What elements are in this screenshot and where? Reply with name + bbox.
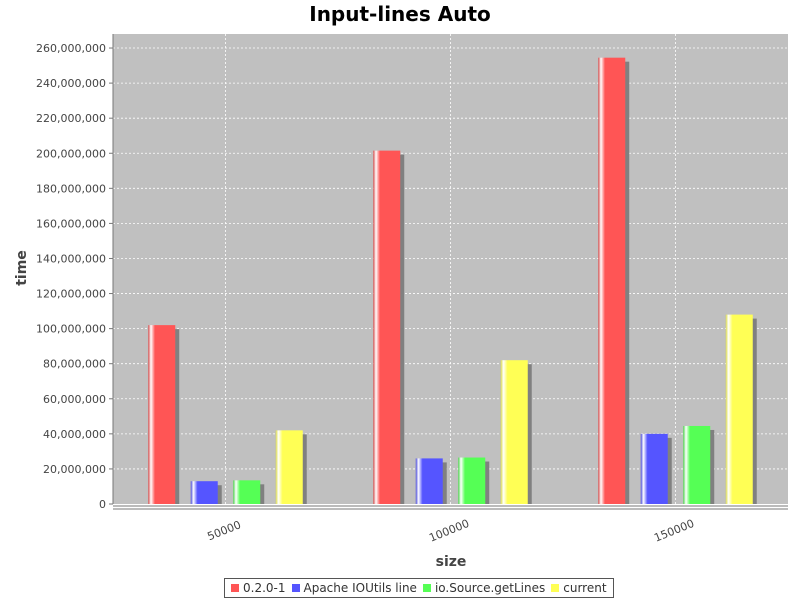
y-tick-label: 180,000,000	[36, 182, 106, 195]
x-tick-label: 50000	[206, 518, 243, 543]
y-axis-label: time	[14, 250, 30, 286]
y-tick-label: 240,000,000	[36, 77, 106, 90]
legend-label: current	[563, 581, 607, 595]
bar	[640, 433, 668, 504]
y-tick-label: 100,000,000	[36, 323, 106, 336]
y-tick-label: 20,000,000	[43, 463, 106, 476]
y-tick-label: 80,000,000	[43, 358, 106, 371]
y-tick-label: 260,000,000	[36, 42, 106, 55]
bar	[458, 457, 486, 504]
y-tick-label: 140,000,000	[36, 252, 106, 265]
legend-item: io.Source.getLines	[422, 581, 546, 595]
y-tick-label: 60,000,000	[43, 393, 106, 406]
legend-swatch	[231, 584, 239, 592]
bar	[598, 57, 626, 504]
legend-item: Apache IOUtils line	[291, 581, 417, 595]
y-tick-label: 160,000,000	[36, 217, 106, 230]
gridlines	[113, 34, 788, 504]
bar	[683, 425, 711, 504]
x-axis: 50000 100000 150000	[113, 505, 788, 545]
legend-label: io.Source.getLines	[434, 581, 546, 595]
bar	[275, 430, 303, 504]
y-tick-label: 0	[99, 498, 106, 511]
bar	[190, 481, 218, 504]
legend-swatch	[291, 584, 300, 592]
bar	[373, 150, 401, 504]
legend-label: Apache IOUtils line	[303, 581, 417, 595]
bar	[148, 325, 176, 504]
bar	[415, 458, 443, 504]
legend-item: 0.2.0-1	[231, 581, 286, 595]
y-tick-label: 220,000,000	[36, 112, 106, 125]
x-tick-label: 150000	[652, 517, 696, 545]
y-axis: 0 20,000,000 40,000,000 60,000,000 80,000,00…	[36, 34, 114, 511]
x-axis-label: size	[436, 554, 467, 570]
y-tick-label: 120,000,000	[36, 288, 106, 301]
plot-area	[113, 34, 788, 504]
chart-title: Input-lines Auto	[309, 2, 491, 26]
bar	[725, 314, 753, 504]
legend-item: current	[551, 581, 607, 595]
y-tick-label: 200,000,000	[36, 147, 106, 160]
x-tick-label: 100000	[427, 517, 471, 545]
bar	[233, 480, 261, 504]
legend-swatch	[551, 584, 560, 592]
bar	[500, 360, 528, 504]
bars	[148, 57, 757, 504]
legend: 0.2.0-1 Apache IOUtils line io.Source.getL…	[224, 578, 614, 598]
y-tick-label: 40,000,000	[43, 428, 106, 441]
legend-label: 0.2.0-1	[243, 581, 286, 595]
legend-swatch	[422, 584, 431, 592]
